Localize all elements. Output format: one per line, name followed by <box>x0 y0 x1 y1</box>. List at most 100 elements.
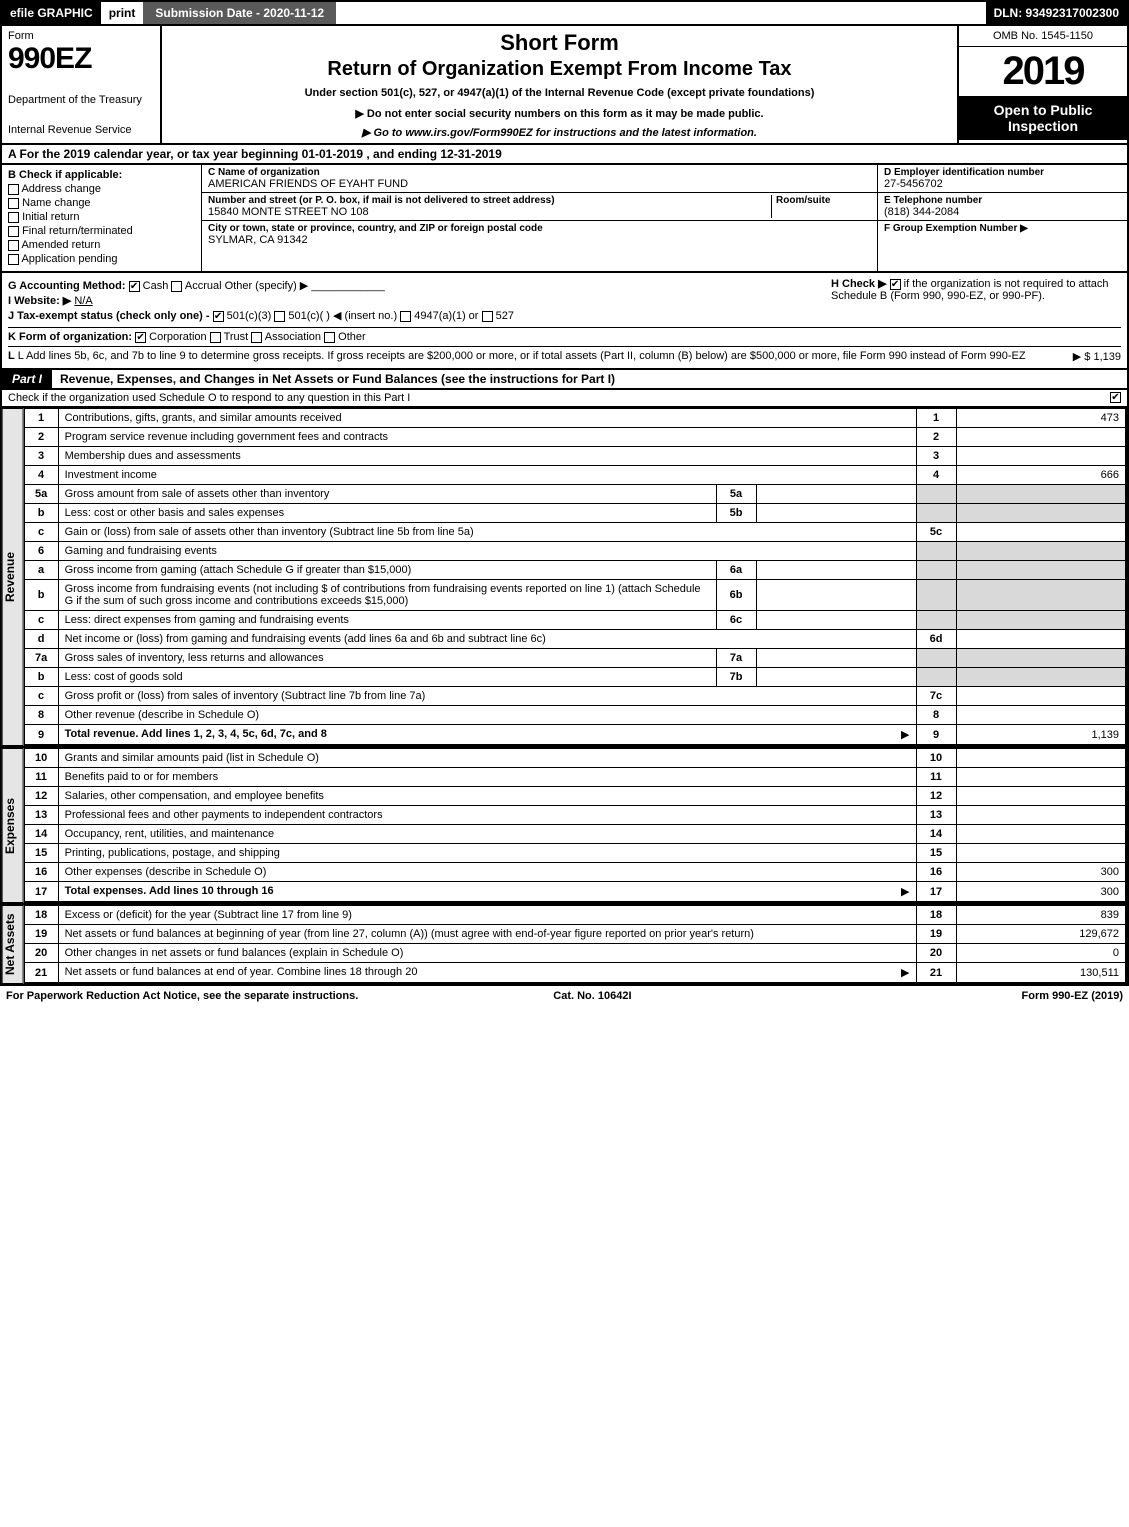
line-desc: Net income or (loss) from gaming and fun… <box>65 633 546 645</box>
chk-4947[interactable] <box>400 311 411 322</box>
section-g-l: G Accounting Method: ✔ Cash Accrual Othe… <box>0 273 1129 370</box>
ein-label: D Employer identification number <box>884 167 1121 178</box>
chk-application-pending[interactable]: Application pending <box>8 253 195 265</box>
table-row: 2Program service revenue including gover… <box>24 428 1126 447</box>
table-row: 7aGross sales of inventory, less returns… <box>24 649 1126 668</box>
l-text: L Add lines 5b, 6c, and 7b to line 9 to … <box>18 350 1026 362</box>
table-row: aGross income from gaming (attach Schedu… <box>24 561 1126 580</box>
line-h: H Check ▶ ✔ if the organization is not r… <box>821 277 1121 324</box>
chk-trust[interactable] <box>210 332 221 343</box>
irs-label: Internal Revenue Service <box>8 124 154 136</box>
chk-name-change[interactable]: Name change <box>8 197 195 209</box>
line-value: 1,139 <box>956 725 1126 746</box>
line-desc: Net assets or fund balances at beginning… <box>65 928 754 940</box>
line-a-tax-year: A For the 2019 calendar year, or tax yea… <box>0 145 1129 165</box>
line-desc: Less: cost or other basis and sales expe… <box>65 507 285 519</box>
chk-initial-return[interactable]: Initial return <box>8 211 195 223</box>
chk-address-change[interactable]: Address change <box>8 183 195 195</box>
chk-label: Address change <box>21 183 101 195</box>
line-desc: Less: cost of goods sold <box>65 671 183 683</box>
line-desc: Professional fees and other payments to … <box>65 809 383 821</box>
net-assets-block: Net Assets 18Excess or (deficit) for the… <box>0 905 1129 986</box>
chk-cash[interactable]: ✔ <box>129 281 140 292</box>
table-row: cGross profit or (loss) from sales of in… <box>24 687 1126 706</box>
chk-corp[interactable]: ✔ <box>135 332 146 343</box>
expenses-side-label: Expenses <box>2 748 24 903</box>
footer-right: Form 990-EZ (2019) <box>1022 990 1123 1002</box>
submission-date-button[interactable]: Submission Date - 2020-11-12 <box>143 2 336 24</box>
table-row: dNet income or (loss) from gaming and fu… <box>24 630 1126 649</box>
footer-left: For Paperwork Reduction Act Notice, see … <box>6 990 358 1002</box>
table-row: bLess: cost or other basis and sales exp… <box>24 504 1126 523</box>
print-button[interactable]: print <box>101 2 144 24</box>
org-name: AMERICAN FRIENDS OF EYAHT FUND <box>208 178 871 190</box>
mini-num: 5b <box>716 504 756 523</box>
line-g: G Accounting Method: ✔ Cash Accrual Othe… <box>8 279 821 292</box>
line-value <box>956 706 1126 725</box>
chk-h[interactable]: ✔ <box>890 279 901 290</box>
short-form-title: Short Form <box>168 30 951 56</box>
ein-value: 27-5456702 <box>884 178 1121 190</box>
line-desc: Gross profit or (loss) from sales of inv… <box>65 690 426 702</box>
mini-num: 6b <box>716 580 756 611</box>
line-desc: Gross income from fundraising events (no… <box>65 583 701 607</box>
mini-num: 5a <box>716 485 756 504</box>
chk-527[interactable] <box>482 311 493 322</box>
entity-info-row: B Check if applicable: Address change Na… <box>0 165 1129 273</box>
table-row: 11Benefits paid to or for members11 <box>24 768 1126 787</box>
g-cash: Cash <box>143 280 169 292</box>
table-row: 21Net assets or fund balances at end of … <box>24 963 1126 984</box>
line-desc: Gross sales of inventory, less returns a… <box>65 652 324 664</box>
chk-label: Initial return <box>22 211 79 223</box>
header-right: OMB No. 1545-1150 2019 Open to Public In… <box>957 26 1127 143</box>
top-bar: efile GRAPHIC print Submission Date - 20… <box>0 0 1129 26</box>
chk-schedule-o[interactable]: ✔ <box>1110 392 1121 403</box>
efile-label: efile GRAPHIC <box>2 2 101 24</box>
table-row: 18Excess or (deficit) for the year (Subt… <box>24 906 1126 925</box>
line-value <box>956 428 1126 447</box>
line-desc: Other changes in net assets or fund bala… <box>65 947 404 959</box>
line-value: 129,672 <box>956 925 1126 944</box>
h-label: H Check ▶ <box>831 278 887 290</box>
line-desc: Gross amount from sale of assets other t… <box>65 488 330 500</box>
line-desc: Gaming and fundraising events <box>65 545 217 557</box>
chk-501c[interactable] <box>274 311 285 322</box>
line-k: K Form of organization: ✔ Corporation Tr… <box>8 327 1121 343</box>
chk-final-return[interactable]: Final return/terminated <box>8 225 195 237</box>
i-label: I Website: ▶ <box>8 295 71 307</box>
line-value <box>956 768 1126 787</box>
line-value <box>956 523 1126 542</box>
line-value <box>956 806 1126 825</box>
g-other: Other (specify) ▶ <box>225 280 309 292</box>
website-value: N/A <box>74 295 92 307</box>
line-value <box>956 844 1126 863</box>
j3: 4947(a)(1) or <box>414 310 478 322</box>
k-corp: Corporation <box>149 331 206 343</box>
chk-amended-return[interactable]: Amended return <box>8 239 195 251</box>
chk-accrual[interactable] <box>171 281 182 292</box>
k-assoc: Association <box>265 331 321 343</box>
line-desc: Total expenses. Add lines 10 through 16 <box>65 885 274 897</box>
omb-number: OMB No. 1545-1150 <box>959 26 1127 47</box>
open-to-public: Open to Public Inspection <box>959 96 1127 140</box>
chk-other[interactable] <box>324 332 335 343</box>
chk-501c3[interactable]: ✔ <box>213 311 224 322</box>
line-value: 300 <box>956 882 1126 903</box>
form-title: Return of Organization Exempt From Incom… <box>168 58 951 81</box>
part-1-check-text: Check if the organization used Schedule … <box>8 392 410 404</box>
table-row: 8Other revenue (describe in Schedule O)8 <box>24 706 1126 725</box>
mini-num: 6c <box>716 611 756 630</box>
group-exemption-label: F Group Exemption Number ▶ <box>884 223 1121 234</box>
table-row: 3Membership dues and assessments3 <box>24 447 1126 466</box>
line-desc: Program service revenue including govern… <box>65 431 388 443</box>
chk-label: Amended return <box>21 239 100 251</box>
net-assets-table: 18Excess or (deficit) for the year (Subt… <box>24 905 1127 984</box>
line-desc: Benefits paid to or for members <box>65 771 218 783</box>
table-row: 4Investment income4666 <box>24 466 1126 485</box>
line-value: 473 <box>956 409 1126 428</box>
tax-year-large: 2019 <box>959 47 1127 96</box>
form-note-1: ▶ Do not enter social security numbers o… <box>168 107 951 120</box>
form-header: Form 990EZ Department of the Treasury In… <box>0 26 1129 145</box>
revenue-table: 1Contributions, gifts, grants, and simil… <box>24 408 1127 746</box>
chk-assoc[interactable] <box>251 332 262 343</box>
